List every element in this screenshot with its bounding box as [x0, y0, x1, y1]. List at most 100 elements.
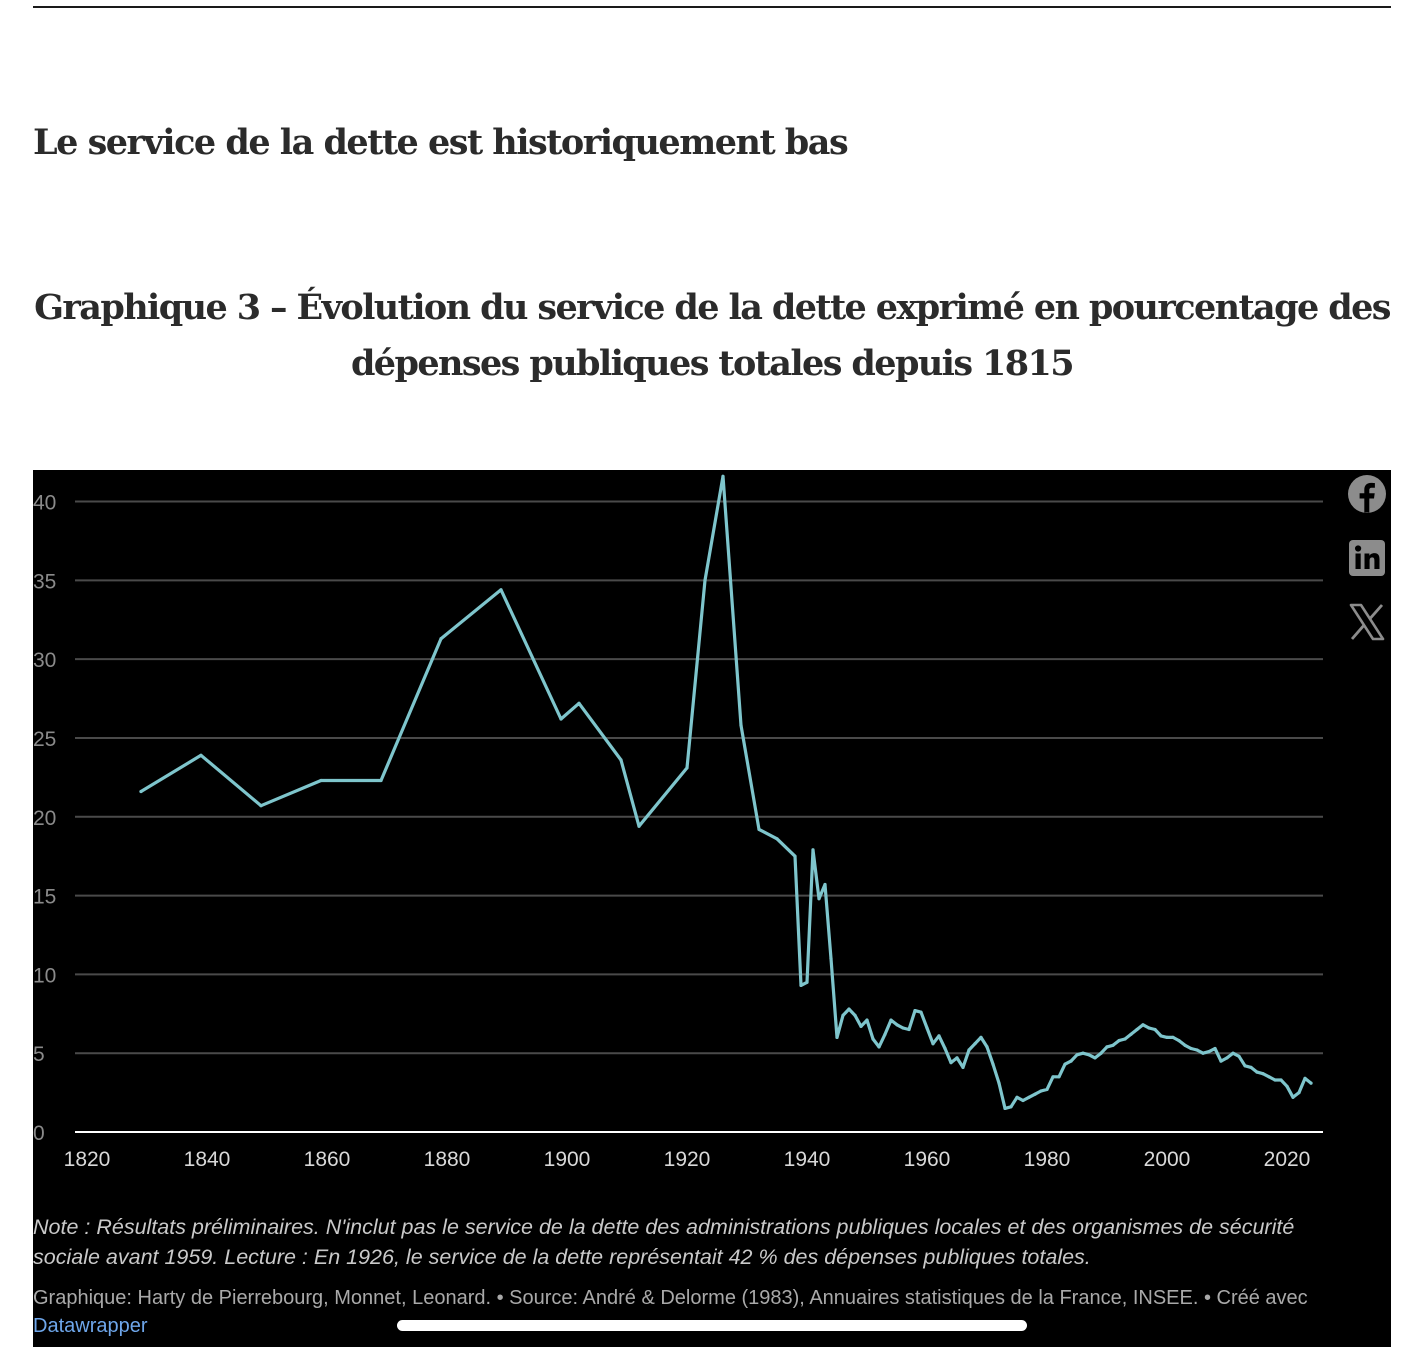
- data-point-1965: [955, 1056, 959, 1060]
- data-point-1987: [1087, 1053, 1091, 1057]
- data-point-1947: [847, 1007, 851, 1011]
- data-point-1963: [943, 1046, 947, 1051]
- x-tick-label: 1820: [64, 1148, 111, 1171]
- data-point-2019: [1279, 1078, 1283, 1082]
- data-point-1986: [1081, 1051, 1085, 1055]
- data-point-1902: [577, 701, 581, 705]
- data-point-1988: [1093, 1056, 1097, 1060]
- data-point-2022: [1297, 1091, 1301, 1095]
- data-point-1935: [775, 837, 779, 841]
- data-point-1879: [439, 637, 443, 641]
- data-point-1940: [805, 980, 809, 984]
- data-point-1992: [1117, 1039, 1121, 1043]
- data-point-1889: [499, 588, 503, 592]
- data-point-1939: [799, 983, 803, 988]
- data-point-2015: [1255, 1070, 1259, 1074]
- data-point-1941: [811, 848, 815, 852]
- data-point-1956: [901, 1026, 905, 1030]
- chart-credits: Graphique: Harty de Pierrebourg, Monnet,…: [33, 1284, 1363, 1340]
- data-point-1971: [991, 1062, 995, 1066]
- grid-lines: [75, 500, 1323, 1055]
- data-point-2011: [1231, 1051, 1235, 1055]
- data-point-1977: [1027, 1095, 1031, 1099]
- home-indicator[interactable]: [397, 1320, 1027, 1331]
- data-point-2014: [1249, 1065, 1253, 1069]
- data-point-1849: [259, 804, 263, 808]
- data-point-1995: [1135, 1027, 1139, 1032]
- data-point-1859: [319, 778, 323, 783]
- x-tick-label: 1980: [1024, 1148, 1071, 1171]
- data-point-1997: [1147, 1026, 1151, 1030]
- data-point-1951: [871, 1037, 875, 1041]
- data-points: [139, 474, 1313, 1110]
- data-point-1909: [619, 758, 623, 762]
- data-point-1984: [1069, 1059, 1073, 1063]
- data-point-1975: [1015, 1095, 1019, 1099]
- data-point-1979: [1039, 1089, 1043, 1093]
- share-x-button[interactable]: [1346, 601, 1388, 643]
- chart-note: Note : Résultats préliminaires. N'inclut…: [33, 1215, 1295, 1269]
- data-point-1972: [997, 1081, 1001, 1085]
- data-point-2020: [1285, 1084, 1289, 1088]
- data-point-1964: [949, 1061, 953, 1065]
- data-point-1981: [1051, 1075, 1055, 1079]
- data-point-1829: [139, 789, 143, 794]
- data-point-1994: [1129, 1032, 1133, 1036]
- data-point-2003: [1183, 1043, 1187, 1047]
- share-facebook-button[interactable]: [1346, 473, 1388, 515]
- data-point-2004: [1189, 1046, 1193, 1051]
- data-point-2012: [1237, 1054, 1241, 1058]
- data-point-2000: [1165, 1035, 1169, 1039]
- data-point-2018: [1273, 1078, 1277, 1082]
- data-point-1948: [853, 1013, 857, 1018]
- series-line: [139, 474, 1313, 1110]
- data-point-1945: [835, 1035, 839, 1039]
- x-tick-label: 1840: [184, 1148, 231, 1171]
- data-point-2009: [1219, 1059, 1223, 1063]
- y-tick-label: 10: [33, 964, 56, 987]
- y-tick-label: 30: [33, 649, 56, 672]
- data-point-1983: [1063, 1062, 1067, 1066]
- data-point-1966: [961, 1065, 965, 1069]
- data-point-1954: [889, 1018, 893, 1022]
- x-tick-label: 2000: [1144, 1148, 1191, 1171]
- data-point-1978: [1033, 1092, 1037, 1096]
- data-point-1932: [757, 827, 761, 831]
- y-tick-label: 15: [33, 886, 56, 909]
- data-point-1953: [883, 1032, 887, 1036]
- data-point-1980: [1045, 1087, 1049, 1091]
- data-point-1958: [913, 1009, 917, 1013]
- y-tick-label: 35: [33, 570, 56, 593]
- data-point-2006: [1201, 1051, 1205, 1055]
- data-point-1960: [925, 1026, 929, 1030]
- data-point-2023: [1303, 1076, 1307, 1080]
- data-point-2002: [1177, 1039, 1181, 1043]
- data-point-1923: [703, 578, 707, 582]
- y-tick-label: 5: [33, 1043, 45, 1066]
- data-point-1957: [907, 1027, 911, 1032]
- data-point-2024: [1309, 1081, 1313, 1085]
- data-point-1998: [1153, 1027, 1157, 1032]
- facebook-icon: [1348, 475, 1386, 513]
- data-point-1996: [1141, 1023, 1145, 1027]
- share-linkedin-button[interactable]: [1346, 537, 1388, 579]
- data-point-1982: [1057, 1075, 1061, 1079]
- x-tick-label: 1880: [424, 1148, 471, 1171]
- x-tick-label: 2020: [1264, 1148, 1311, 1171]
- datawrapper-link[interactable]: Datawrapper: [33, 1315, 148, 1337]
- data-point-2017: [1267, 1075, 1271, 1079]
- data-point-1899: [559, 717, 563, 721]
- data-point-1952: [877, 1045, 881, 1049]
- top-divider: [33, 6, 1391, 8]
- data-point-1943: [823, 882, 827, 887]
- data-point-1968: [973, 1042, 977, 1046]
- data-point-1962: [937, 1034, 941, 1038]
- chart-panel: 0 5 10 15 20 25 30 35 40 1820 1840 1860 1880 1900 192…: [33, 470, 1391, 1347]
- data-point-2001: [1171, 1035, 1175, 1039]
- y-tick-label: 0: [33, 1122, 45, 1145]
- line-chart: 0 5 10 15 20 25 30 35 40 1820 1840 1860 1880 1900 192…: [33, 474, 1323, 1171]
- x-tick-label: 1860: [304, 1148, 351, 1171]
- x-icon: [1349, 603, 1385, 641]
- data-point-1942: [817, 897, 821, 901]
- data-point-1839: [199, 753, 203, 757]
